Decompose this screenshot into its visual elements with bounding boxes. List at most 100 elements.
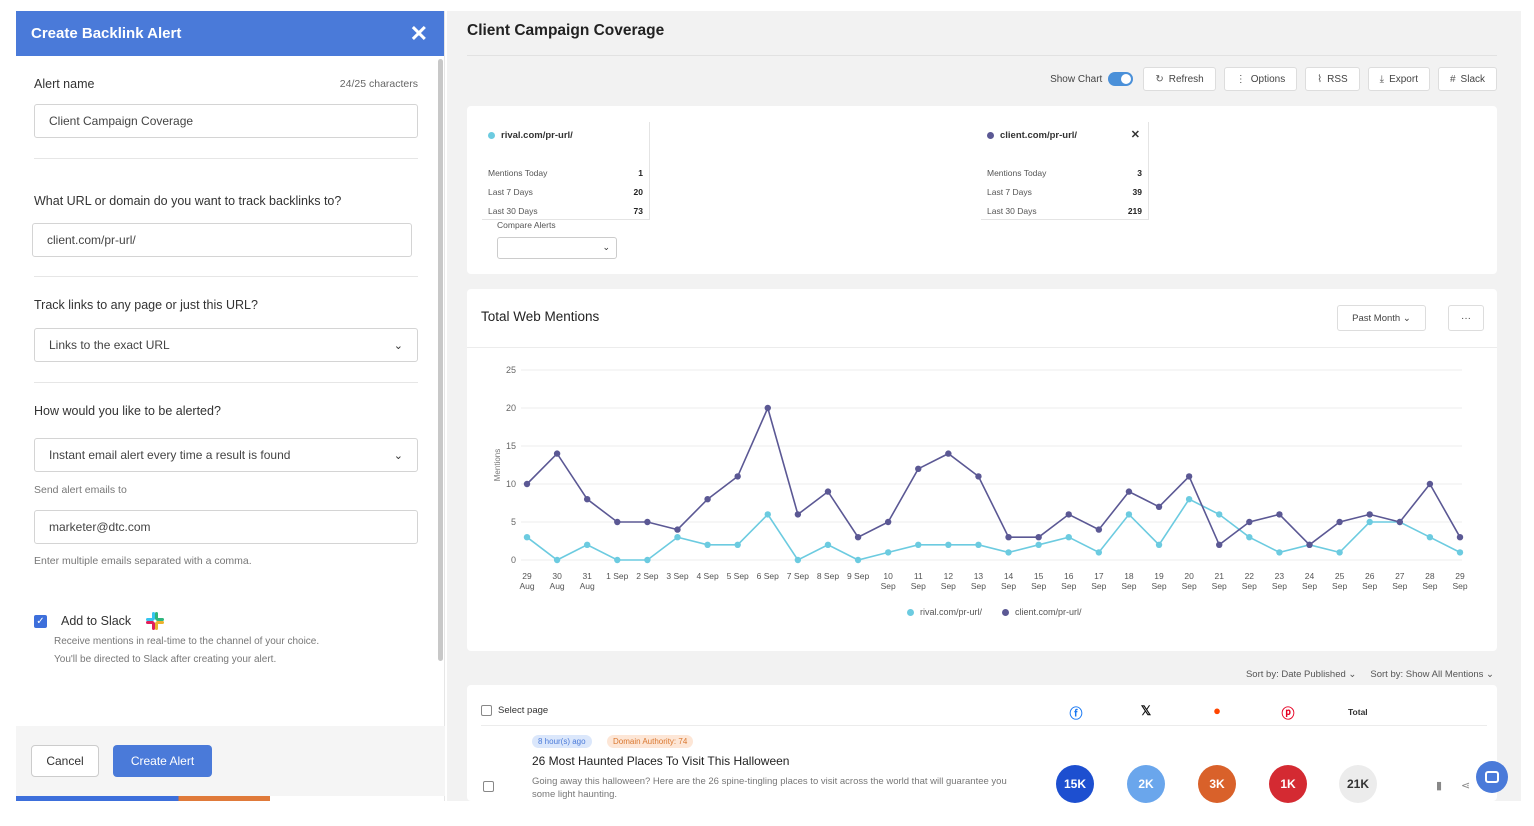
data-point: [1065, 534, 1072, 541]
url-value: client.com/pr-url/: [47, 233, 136, 247]
x-tick-label: Sep: [1151, 581, 1166, 591]
toolbar: Show Chart ↻ Refresh ⋮ Options ⌇ RSS ⤓ Expor…: [1050, 67, 1497, 91]
x-tick-label: 26: [1365, 571, 1375, 581]
stat-box-client: client.com/pr-url/ ✕ Mentions Today 3 Las…: [981, 122, 1149, 220]
send-to-label: Send alert emails to: [34, 484, 127, 496]
refresh-label: Refresh: [1168, 73, 1204, 85]
slack-button[interactable]: # Slack: [1437, 67, 1497, 91]
chat-icon: [1485, 771, 1499, 783]
x-tick-label: Aug: [519, 581, 534, 591]
data-point: [1095, 526, 1103, 533]
email-field[interactable]: marketer@dtc.com: [34, 510, 418, 544]
time-range-select[interactable]: Past Month ⌄: [1337, 305, 1426, 331]
stat-value: 1: [638, 168, 643, 178]
y-tick-label: 10: [506, 479, 516, 489]
data-point: [1336, 518, 1343, 526]
x-tick-label: 29: [1455, 571, 1465, 581]
data-point: [523, 534, 531, 541]
legend-item[interactable]: client.com/pr-url/: [1002, 607, 1082, 617]
show-chart-toggle[interactable]: [1108, 72, 1134, 86]
close-icon[interactable]: ✕: [409, 20, 428, 46]
total-count: 21K: [1339, 765, 1377, 803]
divider: [481, 725, 1487, 726]
data-point: [824, 541, 832, 548]
facebook-icon: ⓕ: [1069, 706, 1083, 721]
slack-desc-line-1: Receive mentions in real-time to the cha…: [54, 636, 320, 647]
data-point: [674, 534, 681, 541]
data-point: [1306, 541, 1313, 548]
row-checkbox[interactable]: [483, 781, 494, 792]
panel-scrollbar[interactable]: [438, 59, 443, 661]
sort-by-show-select[interactable]: Sort by: Show All Mentions ⌄: [1370, 669, 1494, 680]
x-tick-label: Sep: [881, 581, 896, 591]
data-point: [884, 518, 892, 526]
x-tick-label: 9 Sep: [847, 571, 869, 581]
stat-row: Last 30 Days 219: [987, 206, 1142, 216]
legend-label: rival.com/pr-url/: [920, 607, 983, 617]
share-icon[interactable]: ⋖: [1461, 780, 1471, 792]
article-title[interactable]: 26 Most Haunted Places To Visit This Hal…: [532, 754, 790, 768]
options-button[interactable]: ⋮ Options: [1223, 67, 1298, 91]
compare-alerts-select[interactable]: ⌄: [497, 237, 617, 259]
sort-by-date-select[interactable]: Sort by: Date Published ⌄: [1246, 669, 1356, 680]
track-select[interactable]: Links to the exact URL ⌄: [34, 328, 418, 362]
alert-method-select[interactable]: Instant email alert every time a result …: [34, 438, 418, 472]
stat-value: 20: [633, 187, 643, 197]
alert-name-input[interactable]: Client Campaign Coverage: [34, 104, 418, 138]
vertical-dots-icon: ⋮: [1235, 73, 1246, 85]
sort-show-label: Sort by: Show All Mentions: [1370, 669, 1484, 680]
data-point: [674, 526, 681, 533]
chat-support-button[interactable]: [1476, 761, 1508, 793]
x-tick-label: 11: [914, 571, 923, 581]
stat-row: Last 7 Days 39: [987, 187, 1142, 197]
alert-method-value: Instant email alert every time a result …: [49, 448, 291, 462]
time-badge: 8 hour(s) ago: [532, 735, 592, 748]
x-tick-label: Sep: [1031, 581, 1046, 591]
refresh-button[interactable]: ↻ Refresh: [1143, 67, 1216, 91]
legend-item[interactable]: rival.com/pr-url/: [907, 607, 982, 617]
stat-name: client.com/pr-url/: [1000, 130, 1078, 141]
x-tick-label: Sep: [1422, 581, 1437, 591]
chevron-down-icon: ⌄: [393, 449, 403, 462]
data-point: [915, 541, 922, 548]
data-point: [1276, 549, 1283, 556]
data-point: [1216, 511, 1223, 518]
export-button[interactable]: ⤓ Export: [1367, 67, 1430, 91]
x-tick-label: 24: [1305, 571, 1315, 581]
data-point: [1246, 518, 1253, 526]
time-range-label: Past Month: [1352, 312, 1401, 324]
total-header: Total: [1348, 707, 1368, 717]
chart-more-button[interactable]: ···: [1448, 305, 1484, 331]
x-tick-label: Sep: [1121, 581, 1136, 591]
rss-label: RSS: [1327, 73, 1348, 85]
cancel-button[interactable]: Cancel: [31, 745, 99, 777]
series-dot: [987, 132, 994, 139]
slack-checkbox[interactable]: ✓: [34, 614, 47, 628]
data-point: [1456, 534, 1464, 541]
email-hint: Enter multiple emails separated with a c…: [34, 555, 252, 567]
create-alert-button[interactable]: Create Alert: [113, 745, 212, 777]
bookmark-icon[interactable]: ▮: [1436, 780, 1443, 792]
legend-dot: [907, 608, 914, 616]
x-tick-label: Sep: [971, 581, 986, 591]
divider: [34, 158, 418, 159]
data-point: [1155, 541, 1163, 548]
rss-button[interactable]: ⌇ RSS: [1305, 67, 1360, 91]
data-point: [1276, 511, 1283, 518]
x-tick-label: Sep: [1272, 581, 1287, 591]
page-title: Client Campaign Coverage: [467, 22, 665, 39]
refresh-icon: ↻: [1155, 73, 1164, 85]
remove-compare-icon[interactable]: ✕: [1130, 129, 1140, 141]
data-point: [764, 404, 771, 412]
panel-title: Create Backlink Alert: [31, 25, 182, 42]
select-page-checkbox[interactable]: [481, 705, 492, 716]
chart-title: Total Web Mentions: [481, 309, 600, 324]
data-point: [523, 480, 531, 488]
y-tick-label: 15: [506, 441, 516, 451]
data-point: [1456, 549, 1464, 556]
slack-icon: #: [1449, 73, 1456, 85]
url-input[interactable]: client.com/pr-url/: [32, 223, 412, 257]
y-axis-label: Mentions: [493, 449, 502, 481]
chevron-down-icon: ⌄: [1486, 669, 1494, 680]
